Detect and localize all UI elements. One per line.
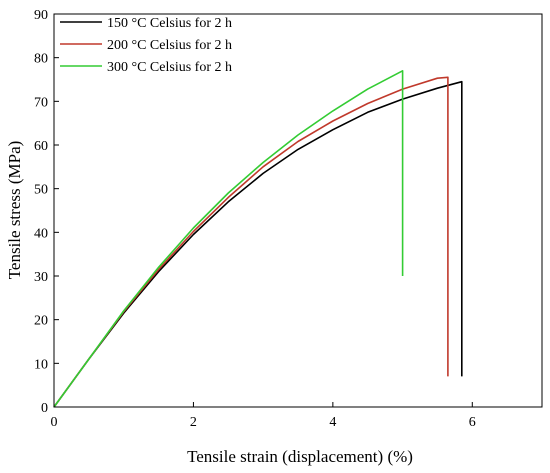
y-tick-label: 20 [34,314,48,329]
y-tick-label: 40 [34,226,48,241]
y-tick-label: 70 [34,95,48,110]
y-tick-label: 90 [34,8,48,23]
y-tick-label: 10 [34,357,48,372]
y-axis-title: Tensile stress (MPa) [5,141,24,280]
series-line-1 [53,80,463,408]
legend-label: 300 °C Celsius for 2 h [107,60,232,75]
series-line-3 [53,70,404,408]
y-tick-label: 80 [34,52,48,67]
series-line-2 [53,76,449,408]
y-tick-label: 50 [34,183,48,198]
legend-label: 150 °C Celsius for 2 h [107,16,232,31]
plot-area-frame [53,13,543,408]
y-tick-label: 60 [34,139,48,154]
legend-label: 200 °C Celsius for 2 h [107,38,232,53]
y-tick-label: 30 [34,270,48,285]
y-tick-label: 0 [41,401,48,416]
x-tick-label: 0 [51,415,58,430]
x-tick-label: 4 [329,415,336,430]
x-tick-label: 2 [190,415,197,430]
x-axis-title: Tensile strain (displacement) (%) [187,447,413,466]
x-tick-label: 6 [469,415,476,430]
